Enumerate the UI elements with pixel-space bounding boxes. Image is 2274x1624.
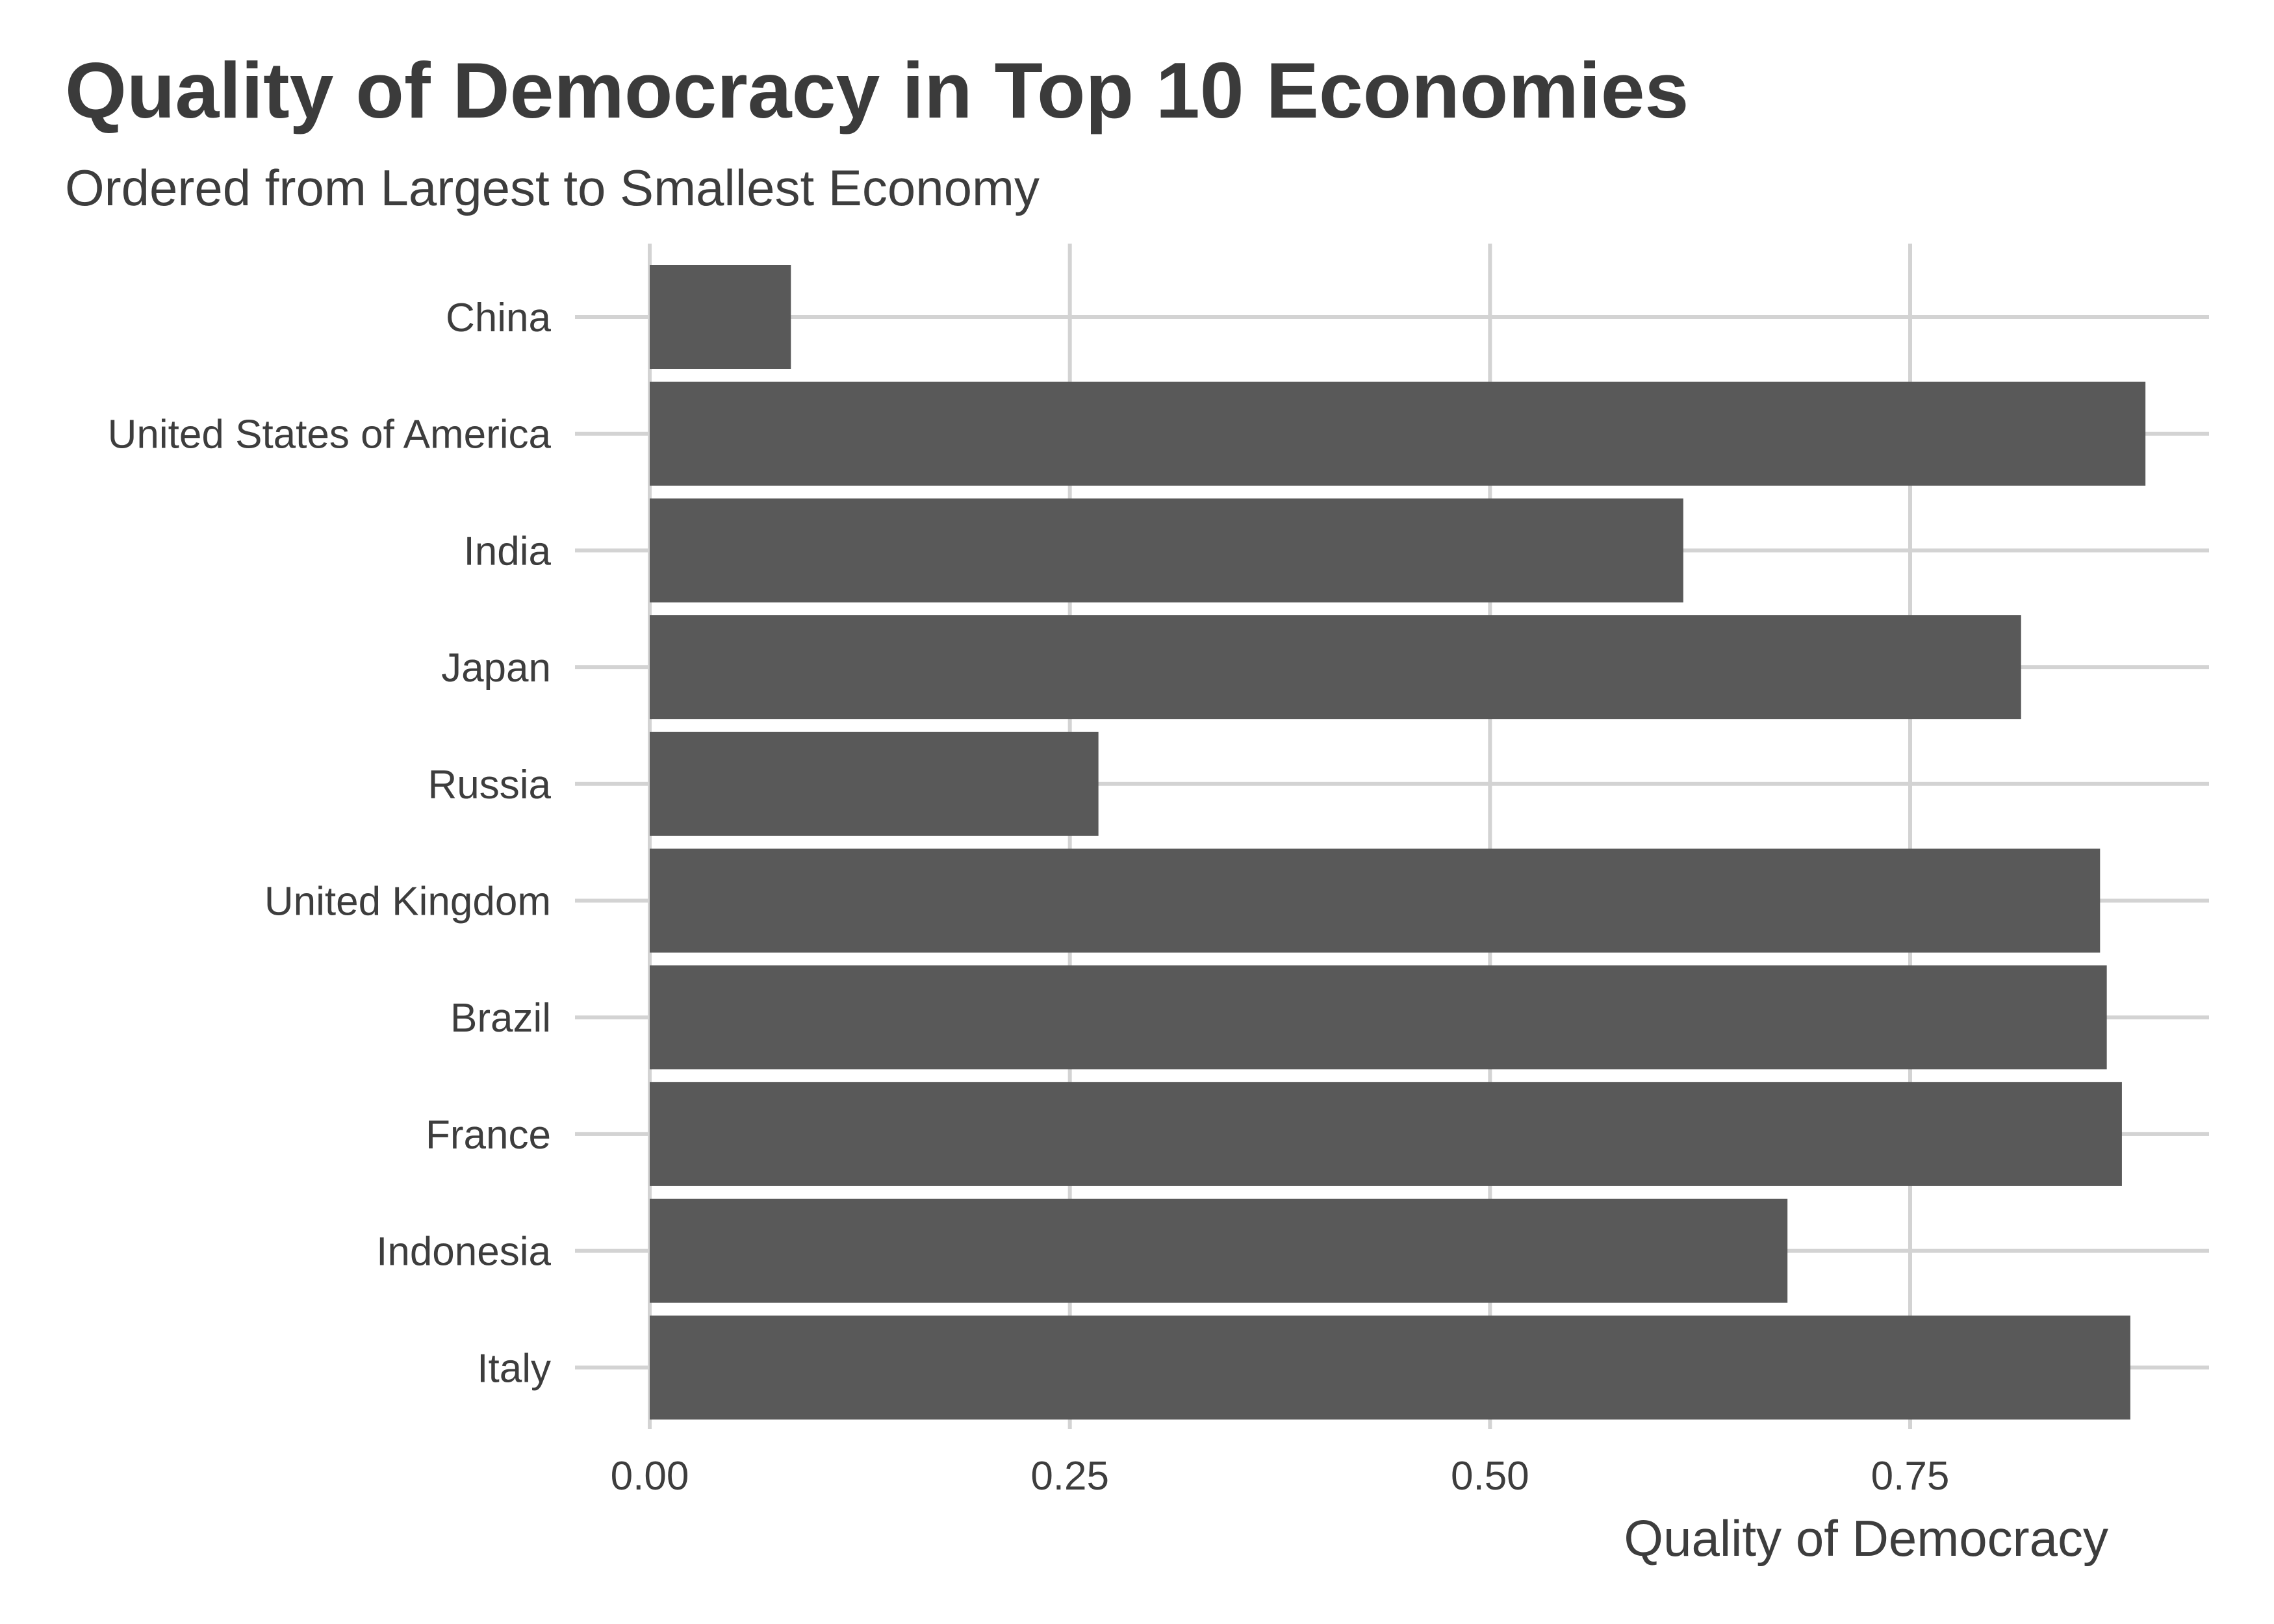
x-tick-label: 0.75 <box>1871 1454 1950 1499</box>
bar <box>650 498 1683 603</box>
bar <box>650 965 2107 1070</box>
chart-subtitle: Ordered from Largest to Smallest Economy <box>65 159 1040 216</box>
bars-layer <box>650 265 2146 1420</box>
x-axis-labels: 0.00 0.25 0.50 0.75 <box>611 1454 1950 1499</box>
y-tick-label: China <box>446 296 552 340</box>
y-tick-label: United Kingdom <box>264 880 551 924</box>
x-tick-label: 0.00 <box>611 1454 689 1499</box>
y-tick-label: Brazil <box>450 996 551 1041</box>
y-tick-label: United States of America <box>108 412 552 457</box>
chart-title: Quality of Democracy in Top 10 Economies <box>65 46 1689 134</box>
bar <box>650 381 2146 486</box>
x-axis-title: Quality of Democracy <box>1624 1510 2108 1567</box>
y-tick-label: France <box>426 1113 551 1158</box>
bar <box>650 1199 1788 1303</box>
y-tick-label: Indonesia <box>376 1230 551 1275</box>
bar <box>650 265 791 369</box>
x-tick-label: 0.25 <box>1030 1454 1109 1499</box>
bar <box>650 615 2021 720</box>
y-tick-label: India <box>464 529 552 574</box>
bar <box>650 1315 2130 1420</box>
bar <box>650 848 2101 953</box>
y-axis-labels: China United States of America India Japan R… <box>108 296 552 1391</box>
x-tick-label: 0.50 <box>1451 1454 1529 1499</box>
y-tick-label: Italy <box>477 1346 551 1391</box>
bar <box>650 731 1099 836</box>
y-tick-label: Russia <box>428 763 551 807</box>
bar <box>650 1082 2122 1186</box>
y-tick-label: Japan <box>441 646 551 691</box>
